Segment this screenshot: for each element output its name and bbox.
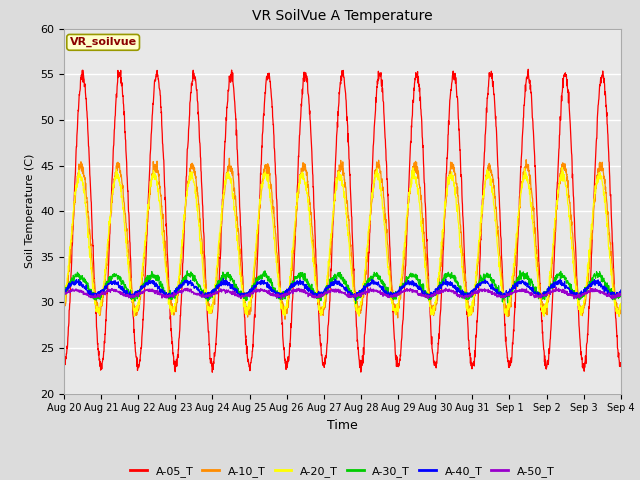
Text: VR_soilvue: VR_soilvue — [70, 37, 137, 48]
Y-axis label: Soil Temperature (C): Soil Temperature (C) — [24, 154, 35, 268]
Title: VR SoilVue A Temperature: VR SoilVue A Temperature — [252, 10, 433, 24]
X-axis label: Time: Time — [327, 419, 358, 432]
Legend: A-05_T, A-10_T, A-20_T, A-30_T, A-40_T, A-50_T: A-05_T, A-10_T, A-20_T, A-30_T, A-40_T, … — [125, 461, 559, 480]
